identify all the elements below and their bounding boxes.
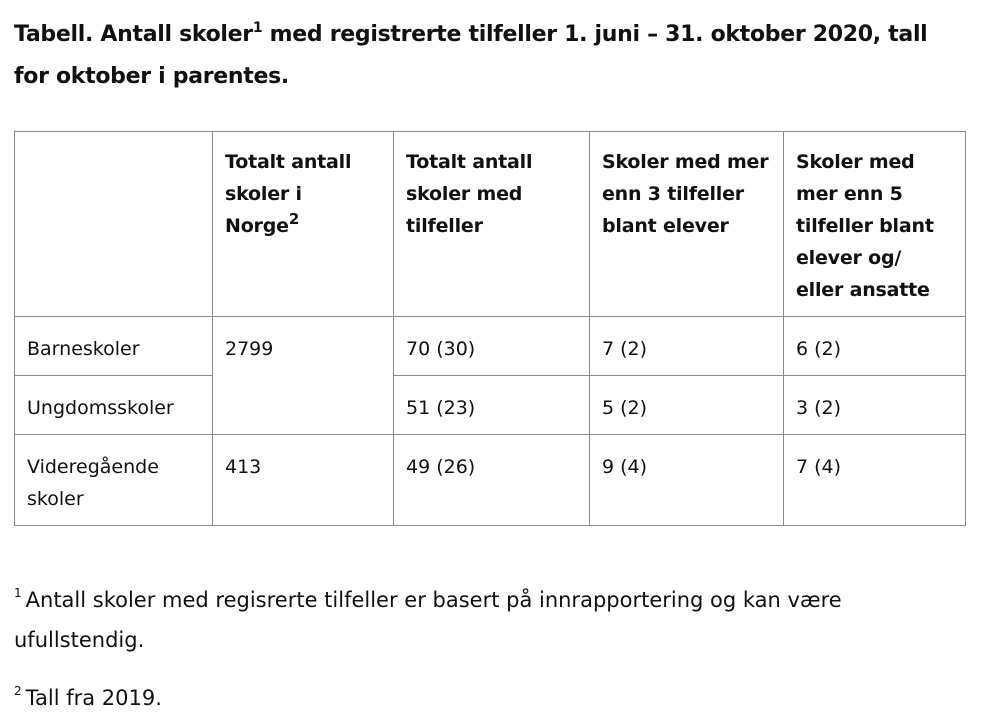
cell-more-than-5: 6 (2) (783, 316, 966, 376)
table-row: Ungdomsskoler 51 (23) 5 (2) 3 (2) (14, 375, 966, 435)
schools-cases-table: Totalt antall skoler i Norge2 Totalt ant… (14, 131, 966, 526)
header-more-than-3-cases: Skoler med mer enn 3 tilfeller blant ele… (589, 131, 784, 317)
cell-more-than-5: 7 (4) (783, 434, 966, 526)
footnote-1: 1 Antall skoler med regisrerte tilfeller … (14, 580, 964, 660)
caption-text-continued: med registrerte tilfeller 1. juni – 31. … (14, 22, 928, 89)
table-caption: Tabell. Antall skoler1 med registrerte t… (14, 14, 964, 98)
footnote-2: 2 Tall fra 2019. (14, 678, 964, 718)
cell-total: 2799 (212, 316, 394, 435)
cell-with-cases: 51 (23) (393, 375, 590, 435)
cell-with-cases: 70 (30) (393, 316, 590, 376)
row-label: Ungdomsskoler (14, 375, 213, 435)
footnote-marker: 1 (14, 586, 22, 600)
table-row: Videregående skoler 413 49 (26) 9 (4) 7 … (14, 434, 966, 526)
caption-text: Tabell. Antall skoler (14, 22, 253, 47)
header-total-schools: Totalt antall skoler i Norge2 (212, 131, 394, 317)
table-row: Barneskoler 2799 70 (30) 7 (2) 6 (2) (14, 316, 966, 435)
cell-more-than-3: 7 (2) (589, 316, 784, 376)
cell-more-than-3: 5 (2) (589, 375, 784, 435)
footnote-text: Antall skoler med regisrerte tilfeller e… (14, 588, 842, 652)
footnote-text: Tall fra 2019. (25, 686, 162, 710)
header-more-than-5-cases: Skoler med mer enn 5 tilfeller blant ele… (783, 131, 966, 317)
header-footnote-marker: 2 (288, 210, 300, 228)
cell-with-cases: 49 (26) (393, 434, 590, 526)
table-header-row: Totalt antall skoler i Norge2 Totalt ant… (14, 131, 966, 317)
cell-more-than-5: 3 (2) (783, 375, 966, 435)
cell-total: 413 (212, 434, 394, 526)
row-label: Videregående skoler (14, 434, 213, 526)
header-schools-with-cases: Totalt antall skoler med tilfeller (393, 131, 590, 317)
footnote-marker: 2 (14, 684, 22, 698)
caption-footnote-marker: 1 (252, 20, 263, 36)
row-label: Barneskoler (14, 316, 213, 376)
header-empty-cell (14, 131, 213, 317)
cell-more-than-3: 9 (4) (589, 434, 784, 526)
